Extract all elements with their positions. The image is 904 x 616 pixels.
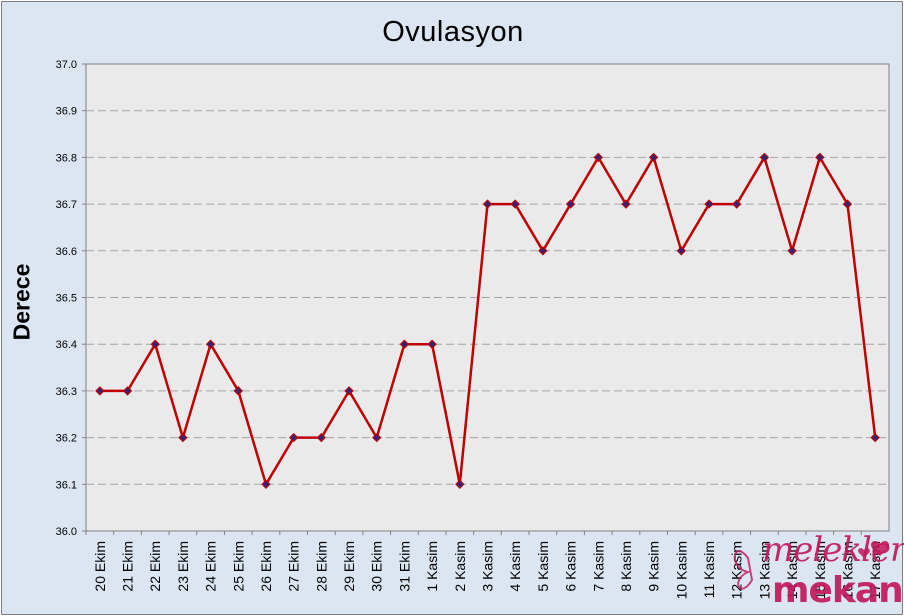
data-point-marker [593,152,603,163]
x-tick-label: 17 Kasim [867,541,883,599]
x-tick-label: 5 Kasim [535,541,551,592]
y-tick-label: 36.3 [56,386,77,398]
data-point-marker [731,199,742,209]
y-tick-label: 36.4 [56,339,77,351]
x-tick-label: 27 Ekim [286,541,302,592]
x-tick-label: 1 Kasim [424,541,440,592]
data-point-marker [870,432,880,443]
x-tick-label: 22 Ekim [147,541,163,592]
data-point-marker [399,339,410,349]
data-point-marker [261,479,271,490]
data-point-marker [482,199,493,209]
data-point-marker [372,432,382,443]
x-tick-label: 11 Kasim [701,541,717,598]
x-tick-label: 29 Ekim [341,541,357,592]
x-tick-label: 3 Kasim [480,541,496,592]
data-point-marker [233,386,244,396]
data-point-marker [565,199,576,209]
y-tick-label: 37.0 [56,59,77,71]
watermark-logo: melekler mekanı [728,528,904,612]
data-point-marker [344,386,354,396]
data-point-marker [122,386,133,396]
x-tick-label: 31 Ekim [396,541,412,592]
y-tick-label: 36.9 [56,106,77,118]
y-tick-label: 36.1 [56,479,77,491]
x-tick-label: 14 Kasim [784,541,800,599]
y-tick-label: 36.5 [56,293,77,305]
x-tick-label: 25 Ekim [230,541,246,592]
data-point-marker [842,199,853,209]
y-tick-labels: 36.0 36.1 36.2 36.3 36.4 36.5 36.6 36.7 36.8 36.9… [56,59,77,538]
watermark-text-top: melekler [762,530,904,570]
watermark-text-bottom: mekanı [772,570,904,611]
x-tick-label: 7 Kasim [590,541,606,592]
data-point-marker [178,432,188,443]
data-point-marker [455,479,465,490]
x-tick-labels: 20 Ekim 21 Ekim 22 Ekim 23 Ekim 24 Ekim 25 Ek… [85,531,883,599]
y-tick-label: 36.7 [56,199,77,211]
butterfly-icon [733,541,890,590]
x-tick-label: 6 Kasim [563,541,579,592]
x-tick-label: 2 Kasim [452,541,468,592]
data-point-marker [95,386,105,396]
series-markers [95,152,880,490]
data-point-marker [759,152,770,163]
x-tick-label: 4 Kasim [507,541,523,592]
data-point-marker [648,152,659,163]
x-tick-label: 24 Ekim [203,541,219,592]
x-tick-label: 12 Kasim [729,541,745,599]
x-tick-label: 13 Kasim [756,541,772,599]
x-tick-label: 10 Kasim [673,541,689,599]
x-tick-label: 20 Ekim [92,541,108,592]
data-point-marker [316,432,327,443]
x-tick-label: 28 Ekim [313,541,329,592]
x-tick-label: 21 Ekim [120,541,136,592]
x-tick-label: 30 Ekim [369,541,385,592]
data-point-marker [288,432,299,443]
data-point-marker [538,246,548,256]
data-point-marker [621,199,631,209]
y-tick-label: 36.0 [56,526,77,538]
x-tick-label: 9 Kasim [646,541,662,592]
x-tick-label: 8 Kasim [618,541,634,592]
data-point-marker [704,199,714,209]
x-tick-label: 15 Kasim [812,541,828,599]
chart-title: Ovulasyon [382,16,524,48]
y-tick-label: 36.6 [56,246,77,258]
data-point-marker [150,339,160,349]
data-point-marker [676,246,687,256]
x-tick-label: 23 Ekim [175,541,191,592]
x-tick-label: 26 Ekim [258,541,274,592]
y-tick-label: 36.2 [56,433,77,445]
data-point-marker [427,339,437,349]
data-point-marker [205,339,216,349]
data-point-marker [510,199,520,209]
data-point-marker [815,152,825,163]
x-tick-label: 16 Kasim [839,541,855,599]
y-tick-label: 36.8 [56,152,77,164]
data-point-marker [787,246,797,256]
